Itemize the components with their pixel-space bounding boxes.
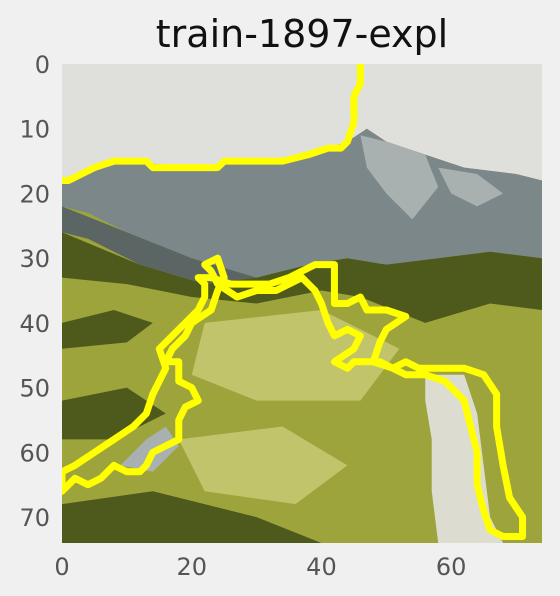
y-tick-label: 40 — [19, 310, 50, 338]
y-tick-label: 20 — [19, 180, 50, 208]
mountain-highlight — [360, 135, 439, 220]
x-tick-label: 60 — [436, 553, 467, 581]
y-tick-label: 70 — [19, 504, 50, 532]
y-tick-label: 0 — [35, 51, 50, 79]
meadow-light-patch-2 — [178, 426, 348, 505]
forest-patch-lower — [62, 387, 166, 440]
explanation-outline-region — [62, 254, 527, 541]
x-tick-label: 0 — [54, 553, 69, 581]
mountain-highlight-2 — [438, 167, 504, 207]
image-layer — [62, 64, 542, 543]
y-tick-label: 50 — [19, 375, 50, 403]
tick-labels: 0 20 40 60 0 10 20 30 40 50 60 70 — [19, 51, 466, 581]
y-tick-label: 30 — [19, 245, 50, 273]
forest-patch-bottom — [62, 491, 322, 543]
x-tick-label: 40 — [306, 553, 337, 581]
y-tick-label: 10 — [19, 116, 50, 144]
chart-title: train-1897-expl — [156, 12, 448, 56]
rock-patch — [120, 426, 179, 472]
y-tick-label: 60 — [19, 439, 50, 467]
forest-patch-left — [62, 309, 153, 349]
explanation-outline-top — [62, 64, 364, 185]
sky-region — [62, 64, 542, 181]
plot-area — [62, 64, 542, 543]
x-tick-label: 20 — [176, 553, 207, 581]
